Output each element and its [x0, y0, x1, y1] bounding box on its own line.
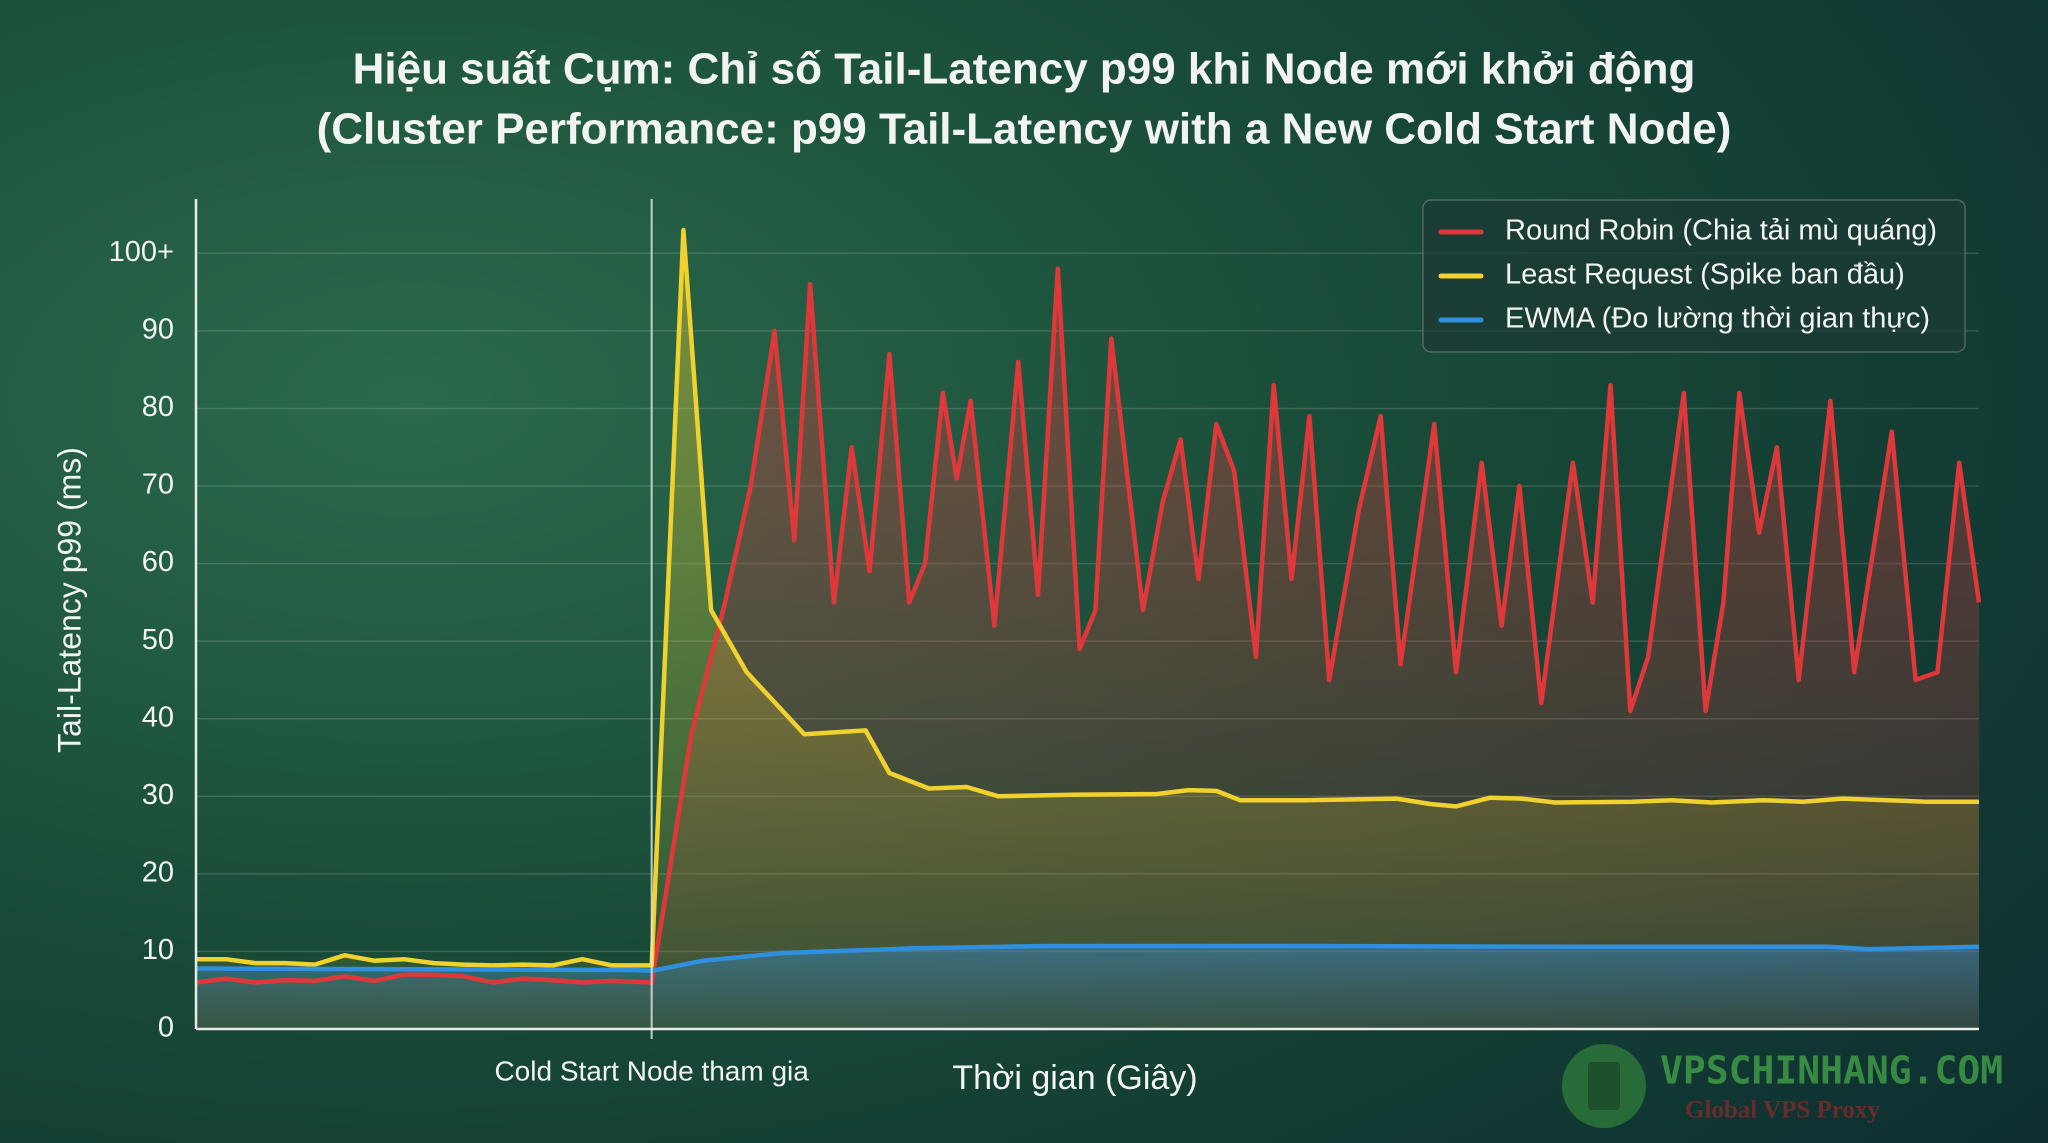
chart-title: (Cluster Performance: p99 Tail-Latency w…: [317, 105, 1732, 154]
y-tick-label: 70: [142, 469, 174, 501]
y-tick-label: 60: [142, 546, 174, 578]
legend-box: [1422, 199, 1966, 353]
y-axis-title: Tail-Latency p99 (ms): [51, 447, 87, 753]
series-line: [196, 227, 1979, 968]
y-tick-label: 40: [142, 701, 174, 733]
y-tick-label: 100+: [109, 236, 174, 268]
y-tick-label: 0: [158, 1012, 174, 1044]
watermark-logo-server: [1588, 1062, 1620, 1110]
series-line: [195, 943, 1980, 974]
series-line: [195, 266, 1982, 985]
x-axis-title: Thời gian (Giây): [952, 1059, 1197, 1097]
watermark: VPSCHINHANG.COM Global VPS Proxy: [1562, 1044, 2003, 1128]
y-tick-label: 80: [142, 391, 174, 423]
watermark-tagline: Global VPS Proxy: [1685, 1097, 1880, 1124]
y-tick-label: 20: [142, 857, 174, 889]
y-tick-label: 30: [142, 779, 174, 811]
y-tick-label: 10: [142, 934, 174, 966]
y-tick-label: 50: [142, 624, 174, 656]
series-area: [196, 230, 1979, 1029]
series-area: [196, 946, 1979, 1029]
watermark-brand: VPSCHINHANG.COM: [1660, 1049, 2003, 1093]
annotation-label: Cold Start Node tham gia: [494, 1055, 809, 1086]
legend-label: Least Request (Spike ban đầu): [1505, 259, 1905, 291]
legend-label: EWMA (Đo lường thời gian thực): [1505, 303, 1930, 335]
legend-label: Round Robin (Chia tải mù quáng): [1505, 215, 1937, 247]
chart-title: Hiệu suất Cụm: Chỉ số Tail-Latency p99 k…: [353, 45, 1696, 94]
y-tick-label: 90: [142, 314, 174, 346]
